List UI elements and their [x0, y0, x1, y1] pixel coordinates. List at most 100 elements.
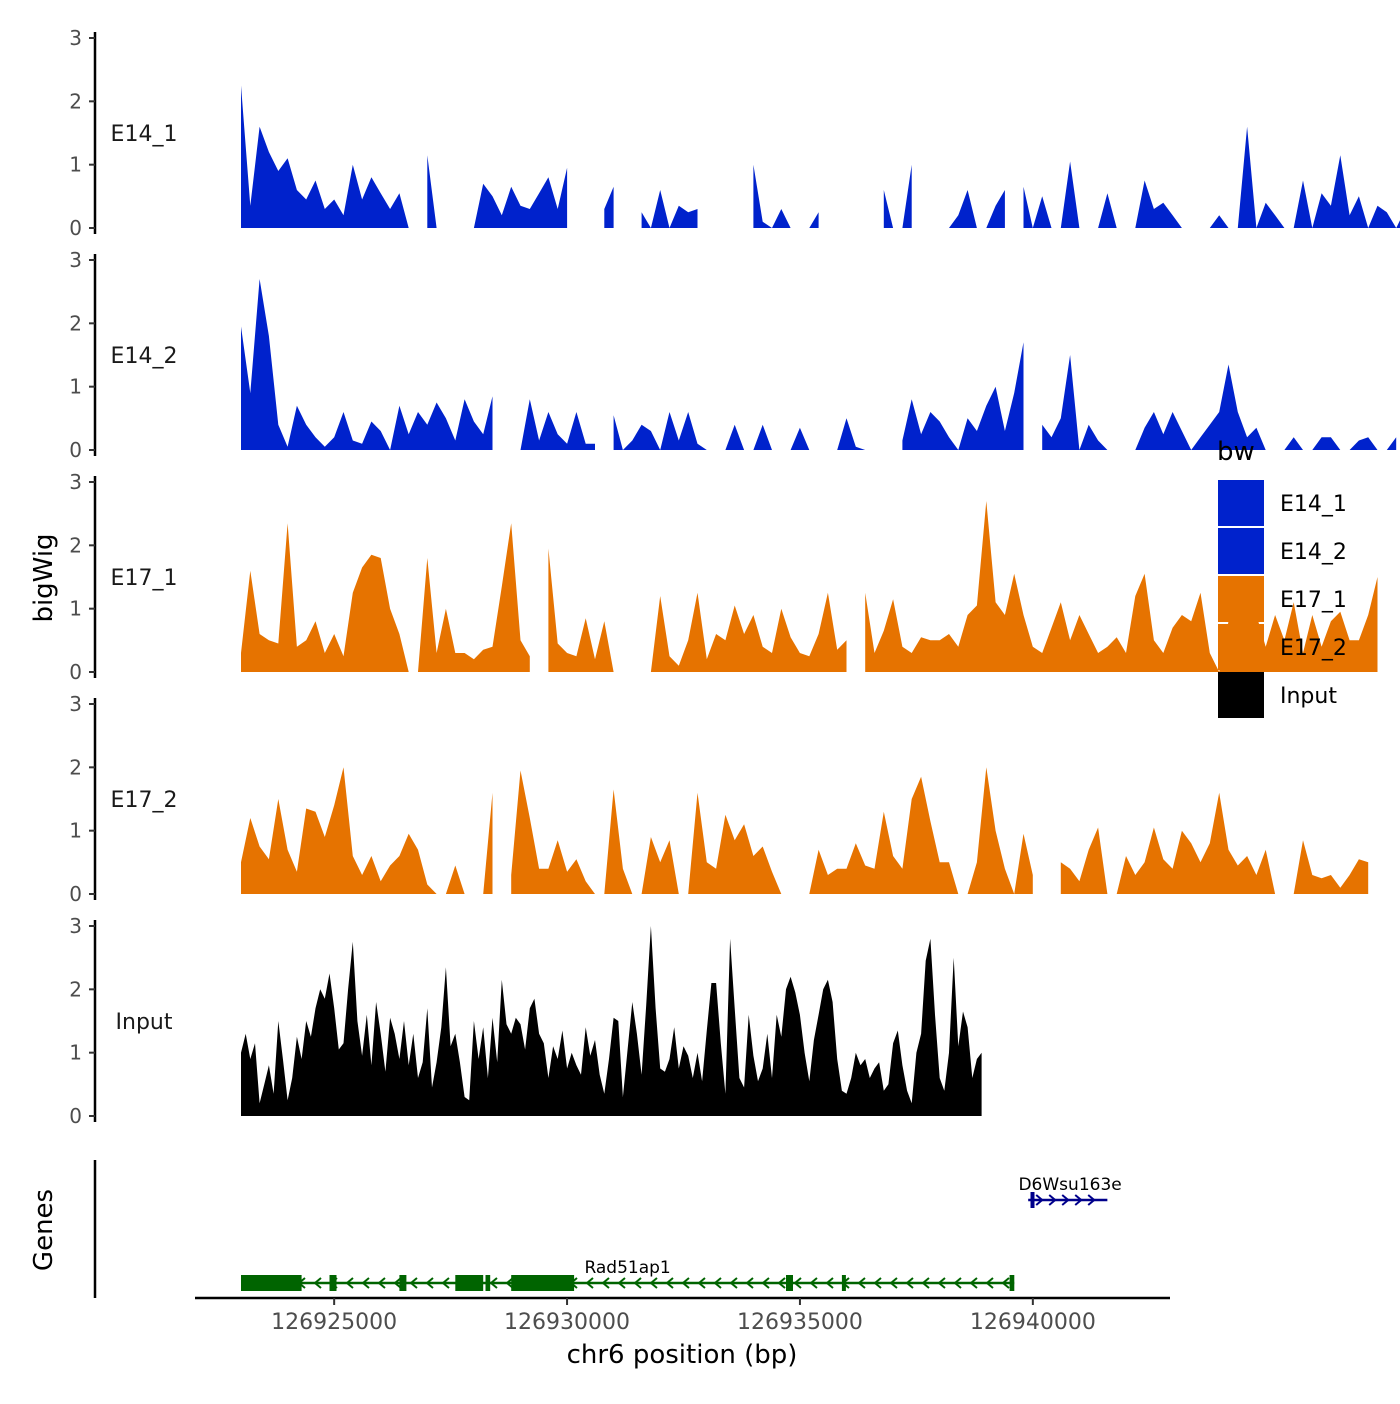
y-tick-label: 1	[69, 597, 82, 621]
strand-arrow	[921, 1277, 930, 1289]
strand-arrow	[1074, 1194, 1083, 1206]
gene-exon	[329, 1275, 337, 1291]
legend-item-e17-1: E17_1	[1218, 576, 1347, 622]
strand-arrow	[969, 1277, 978, 1289]
gene-exon	[841, 1275, 846, 1291]
gene-exon	[399, 1275, 407, 1291]
genes-axis-title: Genes	[29, 1189, 59, 1271]
strand-arrow	[905, 1277, 914, 1289]
legend-item-e14-2: E14_2	[1218, 528, 1347, 574]
strand-arrow	[713, 1277, 722, 1289]
strand-arrow	[953, 1277, 962, 1289]
gene-exon	[455, 1275, 484, 1291]
gene-rad51ap1: Rad51ap1	[241, 1258, 1015, 1291]
gene-label: D6Wsu163e	[1018, 1175, 1121, 1195]
legend-label: E17_1	[1280, 588, 1347, 613]
y-tick-label: 1	[69, 153, 82, 177]
track-e14-1: 0 1 2 3 E14_1	[69, 26, 1400, 240]
legend-label: E14_1	[1280, 492, 1347, 517]
strand-arrow	[873, 1277, 882, 1289]
track-label: E17_1	[111, 566, 178, 591]
coverage-tracks: 0 1 2 3 E14_1 0 1 2 3 E14_2 0 1 2 3 E17_1 0 1 2 3 E17_2 0 1 2 3…	[69, 26, 1400, 1128]
legend-item-e14-1: E14_1	[1218, 480, 1347, 526]
track-e14-2: 0 1 2 3 E14_2	[69, 248, 1397, 462]
y-tick-label: 2	[69, 89, 82, 113]
strand-arrow	[665, 1277, 674, 1289]
y-tick-label: 1	[69, 1041, 82, 1065]
strand-arrow	[1087, 1194, 1096, 1206]
legend-swatch	[1218, 528, 1264, 574]
legend-swatch	[1218, 576, 1264, 622]
strand-arrow	[1001, 1277, 1010, 1289]
track-e17-2: 0 1 2 3 E17_2	[69, 692, 1369, 906]
track-label: E17_2	[111, 788, 178, 813]
strand-arrow	[777, 1277, 786, 1289]
strand-arrow	[361, 1277, 370, 1289]
strand-arrow	[793, 1277, 802, 1289]
strand-arrow	[425, 1277, 434, 1289]
strand-arrow	[649, 1277, 658, 1289]
track-label: Input	[116, 1010, 173, 1035]
legend-title: bw	[1217, 437, 1255, 467]
track-label: E14_2	[111, 344, 178, 369]
strand-arrow	[809, 1277, 818, 1289]
gene-label: Rad51ap1	[584, 1258, 670, 1278]
y-tick-label: 3	[69, 26, 82, 50]
legend-swatch	[1218, 480, 1264, 526]
y-tick-label: 2	[69, 311, 82, 335]
y-tick-label: 2	[69, 533, 82, 557]
strand-arrow	[681, 1277, 690, 1289]
y-tick-label: 2	[69, 977, 82, 1001]
strand-arrow	[313, 1277, 322, 1289]
strand-arrow	[441, 1277, 450, 1289]
y-axis-title: bigWig	[29, 533, 59, 622]
strand-arrow	[761, 1277, 770, 1289]
gene-d6wsu163e: D6Wsu163e	[1018, 1175, 1122, 1208]
strand-arrow	[1061, 1194, 1070, 1206]
legend-label: Input	[1280, 684, 1337, 709]
coverage-area-input	[241, 926, 982, 1116]
y-tick-label: 2	[69, 755, 82, 779]
x-tick-label: 126940000	[970, 1310, 1096, 1335]
strand-arrow	[377, 1277, 386, 1289]
track-label: E14_1	[111, 122, 178, 147]
legend-item-input: Input	[1218, 672, 1337, 718]
x-tick-label: 126935000	[737, 1310, 863, 1335]
y-tick-label: 0	[69, 438, 82, 462]
strand-arrow	[937, 1277, 946, 1289]
coverage-area-e17-2	[241, 767, 1369, 894]
coverage-area-e14-2	[241, 279, 1397, 450]
gene-exon	[1009, 1275, 1015, 1291]
y-tick-label: 1	[69, 819, 82, 843]
strand-arrow	[985, 1277, 994, 1289]
gene-exon	[1030, 1192, 1035, 1208]
track-e17-1: 0 1 2 3 E17_1	[69, 470, 1378, 684]
legend: bw E14_1 E14_2 E17_1 E17_2 Input	[1217, 437, 1347, 718]
track-input: 0 1 2 3 Input	[69, 914, 982, 1128]
strand-arrow	[745, 1277, 754, 1289]
gene-panel: 126925000 126930000 126935000 126940000 Rad5…	[93, 1160, 1170, 1335]
strand-arrow	[825, 1277, 834, 1289]
gene-exon	[511, 1275, 575, 1291]
legend-label: E17_2	[1280, 636, 1347, 661]
y-tick-label: 0	[69, 216, 82, 240]
x-tick-label: 126925000	[271, 1310, 397, 1335]
strand-arrow	[1035, 1194, 1044, 1206]
y-tick-label: 3	[69, 692, 82, 716]
strand-arrow	[633, 1277, 642, 1289]
strand-arrow	[697, 1277, 706, 1289]
strand-arrow	[505, 1277, 514, 1289]
strand-arrow	[393, 1277, 402, 1289]
y-tick-label: 0	[69, 882, 82, 906]
y-tick-label: 3	[69, 470, 82, 494]
y-tick-label: 3	[69, 914, 82, 938]
legend-swatch	[1218, 672, 1264, 718]
coverage-area-e17-1	[241, 501, 1378, 672]
y-tick-label: 0	[69, 1104, 82, 1128]
y-tick-label: 3	[69, 248, 82, 272]
y-tick-label: 0	[69, 660, 82, 684]
gene-exon	[485, 1275, 491, 1291]
y-tick-label: 1	[69, 375, 82, 399]
